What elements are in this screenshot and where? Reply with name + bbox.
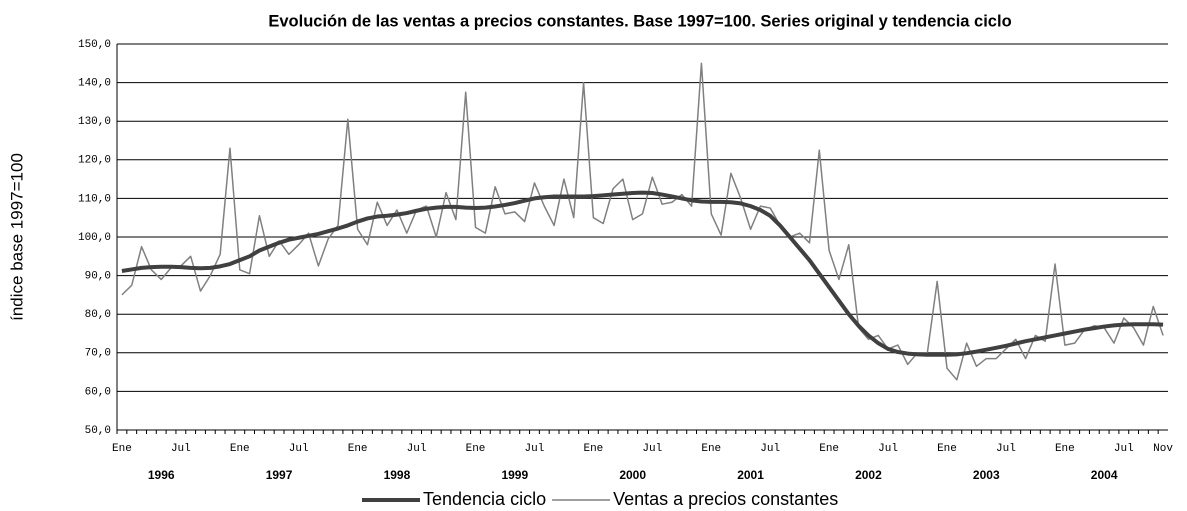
x-tick-label: Jul: [878, 443, 898, 455]
x-tick-label: Ene: [348, 443, 368, 455]
x-tick-label: Ene: [937, 443, 957, 455]
x-tick-label: Ene: [583, 443, 603, 455]
y-tick-label: 70,0: [85, 348, 111, 360]
x-tick-label: Ene: [466, 443, 486, 455]
x-tick-label: Ene: [819, 443, 839, 455]
y-tick-label: 80,0: [85, 309, 111, 321]
x-tick-label: Nov: [1153, 443, 1173, 455]
year-label: 1996: [148, 468, 175, 482]
x-tick-label: Jul: [642, 443, 662, 455]
y-tick-label: 100,0: [78, 232, 111, 244]
x-tick-label: Jul: [760, 443, 780, 455]
year-label: 1997: [266, 468, 293, 482]
y-tick-label: 130,0: [78, 116, 111, 128]
year-label: 2002: [855, 468, 882, 482]
year-label: 1998: [384, 468, 411, 482]
y-tick-label: 150,0: [78, 39, 111, 51]
x-tick-label: Jul: [407, 443, 427, 455]
year-label: 2000: [619, 468, 646, 482]
year-label: 1999: [501, 468, 528, 482]
y-tick-label: 120,0: [78, 155, 111, 167]
year-label: 2004: [1091, 468, 1118, 482]
x-tick-label: Ene: [701, 443, 721, 455]
x-tick-label: Jul: [1114, 443, 1134, 455]
y-tick-label: 140,0: [78, 78, 111, 90]
year-label: 2001: [737, 468, 764, 482]
series-line: [121, 62, 1164, 381]
x-tick-label: Jul: [525, 443, 545, 455]
x-tick-label: Ene: [1055, 443, 1075, 455]
chart-title: Evolución de las ventas a precios consta…: [268, 12, 1011, 30]
x-tick-label: Ene: [112, 443, 132, 455]
series-line: [121, 190, 1164, 357]
y-axis-label: índice base 1997=100: [7, 153, 26, 321]
y-tick-label: 90,0: [85, 271, 111, 283]
year-label: 2003: [973, 468, 1000, 482]
y-tick-label: 50,0: [85, 425, 111, 437]
x-tick-label: Ene: [230, 443, 250, 455]
y-tick-label: 110,0: [78, 193, 111, 205]
legend-label: Tendencia ciclo: [423, 489, 546, 509]
y-tick-label: 60,0: [85, 386, 111, 398]
x-tick-label: Jul: [996, 443, 1016, 455]
x-tick-label: Jul: [289, 443, 309, 455]
legend-label: Ventas a precios constantes: [613, 489, 838, 509]
x-tick-label: Jul: [171, 443, 191, 455]
